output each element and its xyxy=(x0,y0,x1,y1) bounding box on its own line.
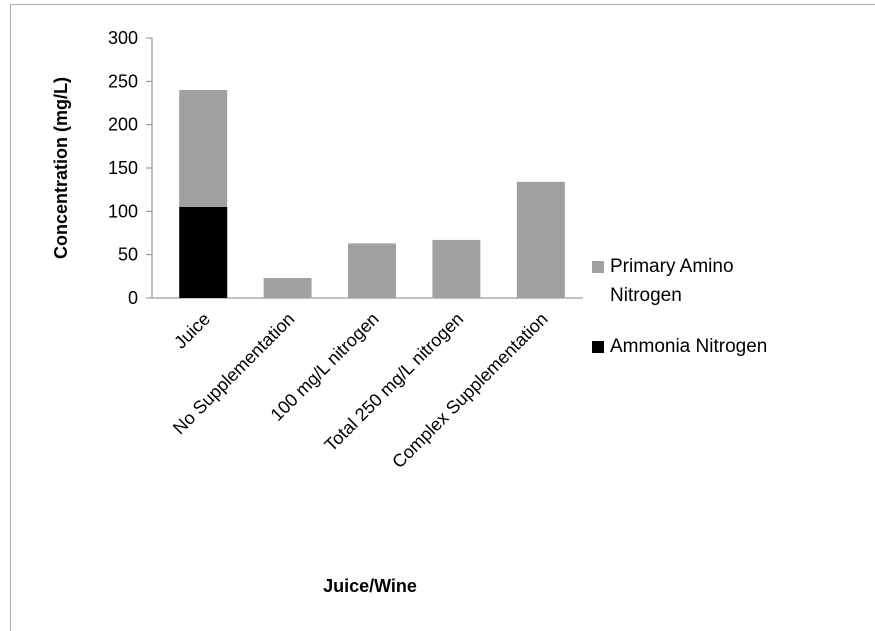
y-tick-label: 150 xyxy=(108,158,138,178)
bar-segment xyxy=(263,278,312,298)
x-tick-label: Juice xyxy=(170,309,214,353)
legend-item: Ammonia Nitrogen xyxy=(592,332,852,361)
chart-frame xyxy=(10,4,875,631)
y-tick-label: 300 xyxy=(108,28,138,48)
y-tick-label: 0 xyxy=(128,288,138,308)
x-tick-label: Complex Supplementation xyxy=(388,309,551,472)
legend-swatch xyxy=(592,341,604,353)
y-tick-label: 50 xyxy=(118,245,138,265)
bar-segment xyxy=(348,243,396,298)
y-tick-label: 250 xyxy=(108,71,138,91)
bar-segment xyxy=(179,90,228,207)
y-axis-title: Concentration (mg/L) xyxy=(51,77,71,259)
legend-item: Primary Amino Nitrogen xyxy=(592,252,852,310)
bar-segment xyxy=(432,239,481,298)
bar-segment xyxy=(179,207,228,298)
y-tick-label: 200 xyxy=(108,115,138,135)
legend-label: Primary Amino Nitrogen xyxy=(610,256,734,306)
x-tick-label: Total 250 mg/L nitrogen xyxy=(321,309,468,456)
y-tick-label: 100 xyxy=(108,201,138,221)
x-axis-title: Juice/Wine xyxy=(323,576,417,596)
bar-segment xyxy=(516,181,565,298)
legend-label: Ammonia Nitrogen xyxy=(610,336,768,357)
legend-swatch xyxy=(592,261,604,273)
